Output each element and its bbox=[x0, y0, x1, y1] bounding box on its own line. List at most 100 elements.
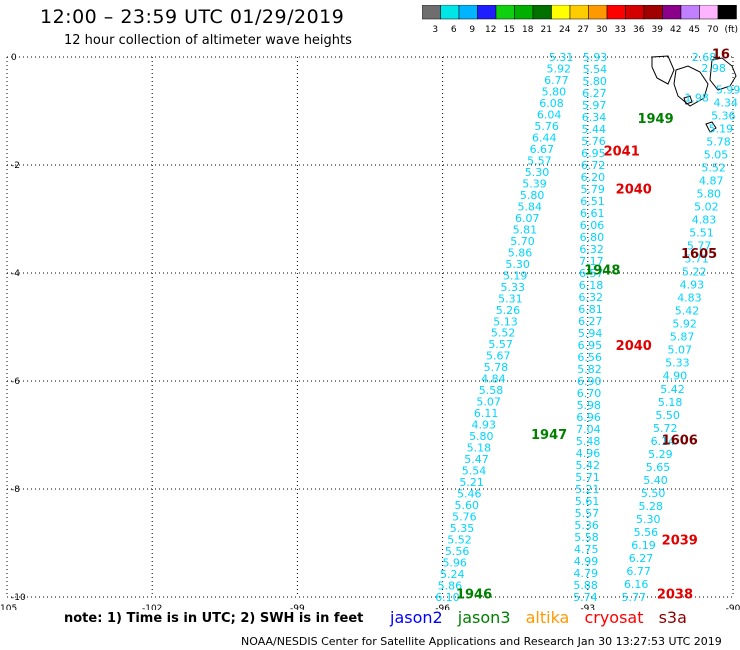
satellite-legend: jason2 jason3 altika cryosat s3a bbox=[390, 608, 697, 627]
lon-tick-label: -105 bbox=[0, 604, 17, 610]
colorbar-label: 3 bbox=[432, 25, 438, 35]
colorbar-label: 45 bbox=[689, 25, 700, 35]
pass-number-label: 2041 bbox=[604, 145, 640, 160]
wave-height-value: 5.98 bbox=[577, 399, 602, 412]
wave-height-value: 5.76 bbox=[534, 120, 559, 133]
wave-height-value: 6.16 bbox=[624, 578, 649, 591]
wave-height-value: 5.31 bbox=[549, 51, 574, 64]
wave-height-value: 5.78 bbox=[706, 135, 731, 148]
wave-height-value: 5.13 bbox=[493, 315, 518, 328]
wave-height-value: 4.90 bbox=[663, 370, 688, 383]
wave-height-value: 2.98 bbox=[701, 62, 726, 75]
wave-height-value: 6.32 bbox=[579, 291, 604, 304]
wave-height-value: 5.35 bbox=[450, 522, 475, 535]
wave-height-value: 5.07 bbox=[476, 396, 501, 409]
wave-height-value: 4.83 bbox=[677, 292, 702, 305]
wave-height-value: 5.84 bbox=[517, 200, 542, 213]
wave-height-value: 6.27 bbox=[582, 87, 607, 100]
pass-number-label: 2040 bbox=[616, 182, 652, 197]
wave-height-value: 1.98 bbox=[684, 92, 709, 105]
wave-height-value: 5.48 bbox=[576, 435, 601, 448]
wave-height-value: 6.72 bbox=[581, 159, 606, 172]
colorbar-label: 33 bbox=[615, 25, 626, 35]
wave-height-value: 5.76 bbox=[581, 135, 606, 148]
lat-tick-label: -8 bbox=[11, 485, 20, 495]
colorbar-label: (ft) bbox=[724, 25, 738, 35]
wave-height-value: 6.90 bbox=[577, 375, 602, 388]
wave-height-value: 4.34 bbox=[713, 96, 738, 109]
map-title: 12:00 – 23:59 UTC 01/29/2019 bbox=[40, 6, 345, 28]
pass-number-label: 1948 bbox=[584, 263, 620, 278]
axis-ticks: -105 -102 -99 -96 -93 -90 0 -2 -4 -6 -8 -10 bbox=[0, 53, 740, 610]
colorbar-label: 12 bbox=[485, 25, 496, 35]
wave-height-value: 5.79 bbox=[580, 183, 605, 196]
wave-height-value: 5.05 bbox=[704, 148, 729, 161]
wave-height-value: 5.21 bbox=[575, 483, 600, 496]
pass-number-label: 16 bbox=[712, 47, 730, 62]
wave-height-value: 5.54 bbox=[583, 63, 608, 76]
wave-height-value: 6.96 bbox=[576, 411, 601, 424]
wave-height-value: 5.86 bbox=[438, 580, 463, 593]
wave-tracks: 6.105.865.245.965.565.525.355.765.605.46… bbox=[435, 51, 740, 604]
wave-height-value: 5.96 bbox=[442, 557, 467, 570]
wave-height-value: 4.96 bbox=[576, 447, 601, 460]
wave-height-value: 5.94 bbox=[578, 327, 603, 340]
wave-height-value: 7.17 bbox=[579, 255, 604, 268]
wave-height-value: 5.42 bbox=[575, 459, 600, 472]
map-subtitle: 12 hour collection of altimeter wave hei… bbox=[64, 33, 352, 48]
wave-height-value: 5.61 bbox=[575, 495, 600, 508]
wave-height-value: 6.08 bbox=[539, 97, 564, 110]
wave-height-value: 5.92 bbox=[672, 318, 697, 331]
wave-height-value: 6.06 bbox=[580, 219, 605, 232]
wave-height-value: 5.22 bbox=[682, 266, 707, 279]
wave-height-value: 5.77 bbox=[687, 240, 712, 253]
colorbar-label: 42 bbox=[670, 25, 681, 35]
wave-height-value: 6.77 bbox=[544, 74, 569, 87]
wave-height-value: 4.93 bbox=[471, 419, 496, 432]
wave-height-value: 6.11 bbox=[474, 407, 499, 420]
wave-height-value: 4.84 bbox=[481, 373, 506, 386]
wave-height-value: 5.80 bbox=[520, 189, 545, 202]
lon-tick-label: -96 bbox=[435, 604, 450, 610]
wave-height-value: 6.57 bbox=[579, 267, 604, 280]
lat-tick-label: -10 bbox=[11, 593, 26, 603]
lat-tick-label: -4 bbox=[11, 269, 20, 279]
wave-height-value: 6.34 bbox=[582, 111, 607, 124]
wave-height-value: 6.32 bbox=[579, 243, 604, 256]
wave-height-value: 5.97 bbox=[582, 99, 607, 112]
colorbar-label: 18 bbox=[522, 25, 534, 35]
wave-height-value: 5.52 bbox=[447, 534, 472, 547]
wave-height-value: 5.57 bbox=[575, 507, 600, 520]
wave-height-value: 4.83 bbox=[692, 214, 717, 227]
wave-height-value: 5.50 bbox=[641, 487, 666, 500]
wave-height-value: 5.58 bbox=[574, 531, 599, 544]
legend-jason3: jason3 bbox=[457, 608, 511, 627]
wave-height-value: 5.31 bbox=[498, 292, 523, 305]
wave-height-value: 5.93 bbox=[583, 51, 608, 64]
wave-height-value: 5.56 bbox=[634, 526, 659, 539]
land-values: 2.682.98 1.98 bbox=[684, 51, 725, 105]
wave-height-value: 6.04 bbox=[537, 108, 562, 121]
wave-height-value: 5.88 bbox=[573, 579, 598, 592]
lon-tick-label: -102 bbox=[142, 604, 162, 610]
wave-height-value: 5.24 bbox=[440, 568, 465, 581]
wave-height-value: 5.72 bbox=[653, 422, 678, 435]
pass-number-label: 1947 bbox=[531, 428, 567, 443]
pass-number-label: 1946 bbox=[456, 587, 492, 602]
pass-number-label: 2040 bbox=[616, 339, 652, 354]
wave-height-value: 6.70 bbox=[577, 387, 602, 400]
colorbar-label: 27 bbox=[578, 25, 589, 35]
wave-height-value: 5.71 bbox=[575, 471, 600, 484]
wave-height-value: 5.80 bbox=[582, 75, 607, 88]
legend-jason2: jason2 bbox=[390, 608, 443, 627]
wave-height-value: 5.39 bbox=[522, 177, 547, 190]
wave-height-value: 6.44 bbox=[532, 131, 557, 144]
wave-height-value: 5.26 bbox=[496, 304, 521, 317]
wave-height-value: 6.20 bbox=[581, 171, 606, 184]
galapagos-coastline bbox=[651, 55, 737, 133]
colorbar-label: 15 bbox=[504, 25, 515, 35]
legend-s3a: s3a bbox=[658, 608, 687, 627]
wave-height-value: 5.52 bbox=[701, 161, 726, 174]
wave-height-value: 5.76 bbox=[452, 511, 477, 524]
wave-height-value: 6.27 bbox=[578, 315, 603, 328]
